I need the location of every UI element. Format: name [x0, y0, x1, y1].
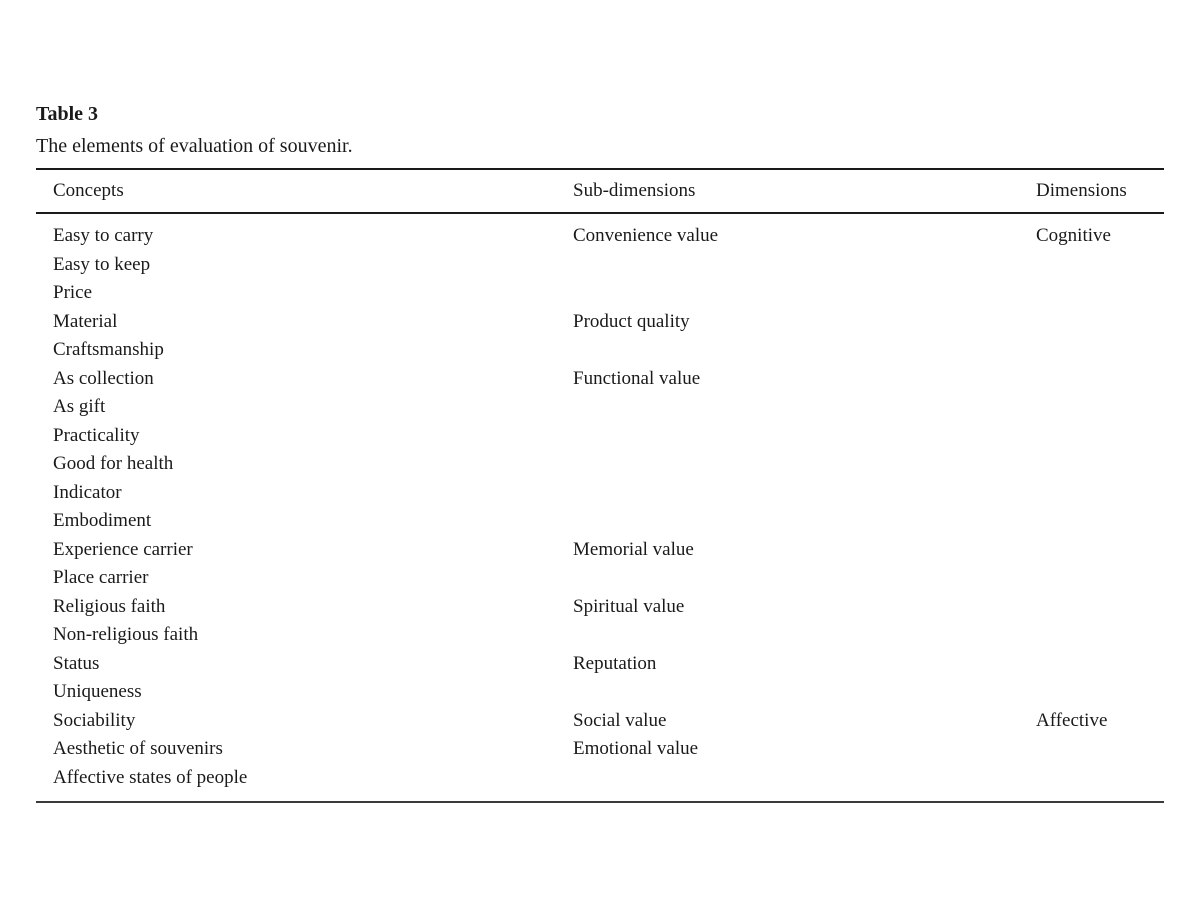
concept-cell: Practicality [53, 424, 140, 446]
header-row: Concepts Sub-dimensions Dimensions [36, 169, 1164, 213]
sub-dimension-cell [573, 479, 1036, 508]
concept-cell: Sociability [53, 709, 136, 731]
dimension-cell [1036, 735, 1164, 764]
dimension-cell [1036, 536, 1164, 565]
col-header-sub-dimensions: Sub-dimensions [573, 180, 696, 201]
concept-cell: As collection [53, 367, 154, 389]
dimension-cell [1036, 422, 1164, 451]
concept-cell: As gift [53, 396, 106, 417]
concept-cell: Good for health [53, 453, 174, 474]
table-caption: The elements of evaluation of souvenir. [36, 135, 353, 157]
table-row: Sociability Social value Affective [36, 707, 1164, 736]
concept-cell: Material [53, 310, 118, 332]
sub-dimension-cell [573, 507, 1036, 536]
concept-cell: Status [53, 652, 100, 674]
sub-dimension-cell [573, 422, 1036, 451]
sub-dimension-cell [573, 336, 1036, 365]
dimension-cell [1036, 365, 1164, 394]
concept-cell: Indicator [53, 481, 122, 503]
sub-dimension-cell: Social value [573, 709, 667, 731]
table-label: Table 3 [36, 103, 99, 125]
dimension-cell [1036, 450, 1164, 479]
table-row: Craftsmanship [36, 336, 1164, 365]
sub-dimension-cell [573, 678, 1036, 707]
table-row: Material Product quality [36, 308, 1164, 337]
col-header-dimensions: Dimensions [1036, 180, 1127, 201]
dimension-cell [1036, 621, 1164, 650]
sub-dimension-cell [573, 450, 1036, 479]
table-row: Religious faith Spiritual value [36, 593, 1164, 622]
dimension-cell [1036, 393, 1164, 422]
concept-cell: Non-religious faith [53, 624, 199, 645]
table-row: Embodiment [36, 507, 1164, 536]
dimension-cell [1036, 336, 1164, 365]
dimension-cell: Affective [1036, 709, 1108, 731]
concept-cell: Place carrier [53, 567, 149, 588]
table-row: Place carrier [36, 564, 1164, 593]
concept-cell: Price [53, 282, 93, 303]
sub-dimension-cell [573, 564, 1036, 593]
sub-dimension-cell [573, 279, 1036, 308]
concept-cell: Easy to keep [53, 253, 151, 275]
table-row: As gift [36, 393, 1164, 422]
table-row: Price [36, 279, 1164, 308]
table-row: Non-religious faith [36, 621, 1164, 650]
concept-cell: Embodiment [53, 510, 152, 531]
sub-dimension-cell [573, 251, 1036, 280]
table-row: Indicator [36, 479, 1164, 508]
table-row: Aesthetic of souvenirs Emotional value [36, 735, 1164, 764]
sub-dimension-cell [573, 764, 1036, 803]
concept-cell: Uniqueness [53, 681, 142, 702]
souvenir-evaluation-table: Concepts Sub-dimensions Dimensions Easy … [36, 168, 1164, 803]
table-row: Uniqueness [36, 678, 1164, 707]
concept-cell: Religious faith [53, 595, 166, 617]
dimension-cell [1036, 507, 1164, 536]
dimension-cell [1036, 479, 1164, 508]
dimension-cell [1036, 678, 1164, 707]
dimension-cell: Cognitive [1036, 225, 1111, 246]
sub-dimension-cell: Memorial value [573, 538, 694, 560]
table-row: As collection Functional value [36, 365, 1164, 394]
sub-dimension-cell: Functional value [573, 367, 701, 389]
dimension-cell [1036, 764, 1164, 803]
table-row: Affective states of people [36, 764, 1164, 803]
dimension-cell [1036, 564, 1164, 593]
dimension-cell [1036, 279, 1164, 308]
table-body: Easy to carry Convenience value Cognitive E… [36, 213, 1164, 802]
table-row: Experience carrier Memorial value [36, 536, 1164, 565]
sub-dimension-cell [573, 621, 1036, 650]
table-row: Status Reputation [36, 650, 1164, 679]
sub-dimension-cell: Emotional value [573, 738, 699, 759]
sub-dimension-cell: Reputation [573, 652, 657, 674]
table-3-block: Table 3 The elements of evaluation of so… [36, 102, 1164, 803]
concept-cell: Easy to carry [53, 225, 154, 246]
sub-dimension-cell: Spiritual value [573, 595, 685, 617]
concept-cell: Experience carrier [53, 538, 193, 560]
col-header-concepts: Concepts [53, 180, 124, 201]
dimension-cell [1036, 251, 1164, 280]
table-row: Good for health [36, 450, 1164, 479]
concept-cell: Affective states of people [53, 766, 248, 788]
dimension-cell [1036, 650, 1164, 679]
table-row: Easy to keep [36, 251, 1164, 280]
concept-cell: Aesthetic of souvenirs [53, 738, 223, 759]
table-row: Easy to carry Convenience value Cognitive [36, 213, 1164, 251]
sub-dimension-cell [573, 393, 1036, 422]
dimension-cell [1036, 593, 1164, 622]
sub-dimension-cell: Convenience value [573, 225, 719, 246]
table-row: Practicality [36, 422, 1164, 451]
dimension-cell [1036, 308, 1164, 337]
concept-cell: Craftsmanship [53, 339, 164, 360]
sub-dimension-cell: Product quality [573, 310, 690, 332]
